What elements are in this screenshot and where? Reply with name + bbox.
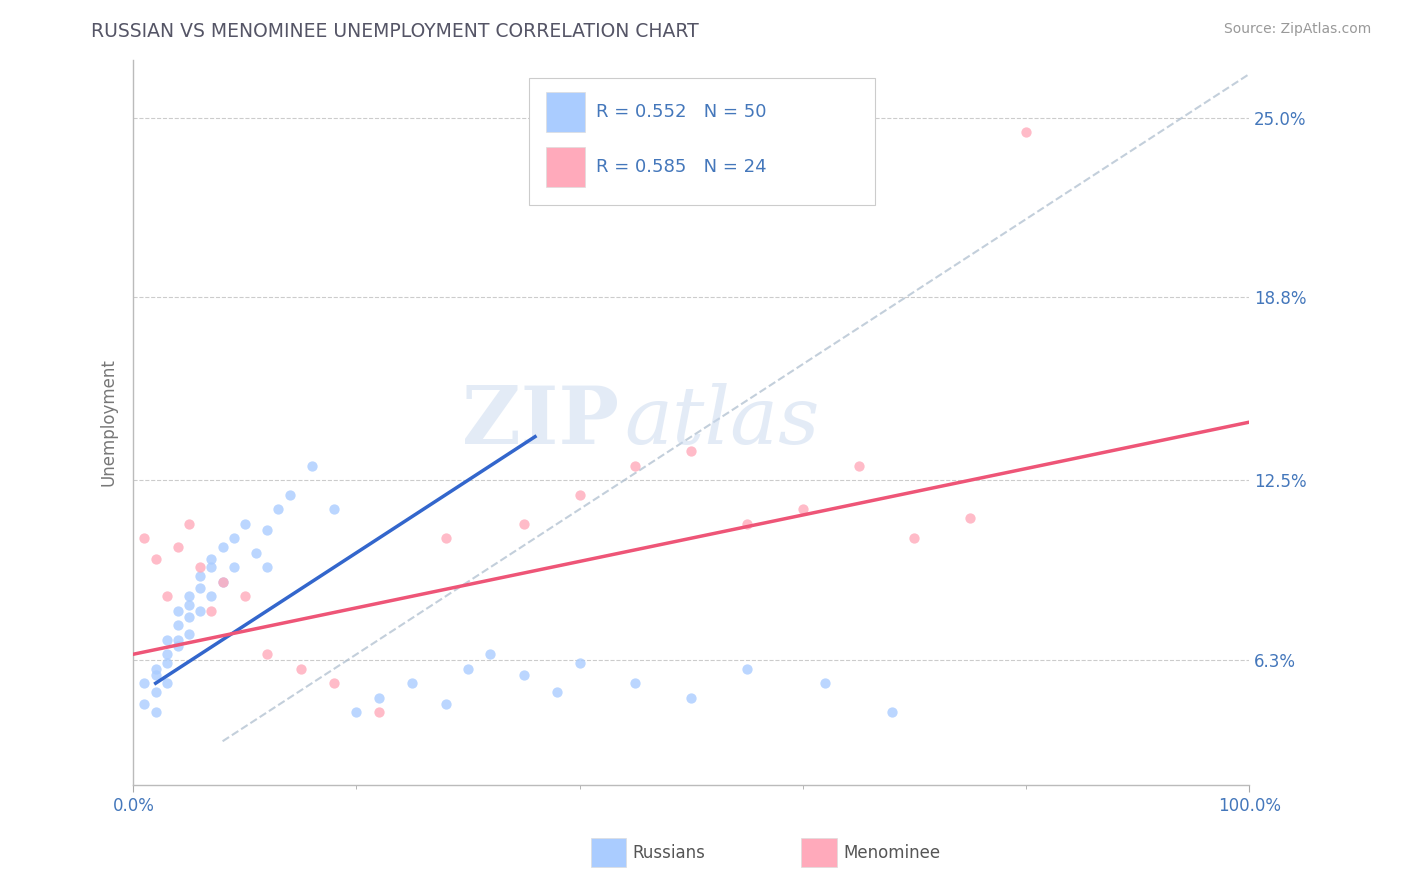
Point [188, 581, 211, 595]
Point [513, 516, 536, 531]
Point [256, 560, 278, 574]
Point [323, 502, 346, 516]
Point [145, 685, 167, 699]
Point [156, 589, 179, 603]
Point [256, 523, 278, 537]
Point [134, 697, 156, 711]
Point [301, 458, 323, 473]
Point [222, 560, 245, 574]
Point [546, 685, 568, 699]
Point [346, 705, 368, 719]
Point [681, 444, 703, 458]
Point [401, 676, 423, 690]
Point [179, 589, 201, 603]
Point [681, 690, 703, 705]
Point [188, 604, 211, 618]
Point [156, 656, 179, 670]
Text: atlas: atlas [624, 384, 820, 461]
Point [179, 609, 201, 624]
Point [188, 560, 211, 574]
Point [145, 551, 167, 566]
Point [156, 676, 179, 690]
Point [167, 604, 190, 618]
Point [290, 662, 312, 676]
Point [200, 589, 222, 603]
Point [479, 647, 502, 661]
Point [624, 458, 647, 473]
Point [167, 639, 190, 653]
Point [200, 604, 222, 618]
Point [179, 627, 201, 641]
Point [211, 574, 233, 589]
Point [145, 705, 167, 719]
Point [179, 598, 201, 612]
Point [245, 546, 267, 560]
Point [568, 488, 591, 502]
Point [233, 589, 256, 603]
Point [513, 667, 536, 681]
Point [880, 705, 903, 719]
Point [134, 531, 156, 545]
Point [145, 662, 167, 676]
Point [256, 647, 278, 661]
FancyBboxPatch shape [546, 146, 585, 186]
Point [167, 618, 190, 632]
Text: R = 0.552   N = 50: R = 0.552 N = 50 [596, 103, 766, 120]
Point [457, 662, 479, 676]
FancyBboxPatch shape [530, 78, 876, 204]
Point [134, 676, 156, 690]
Point [848, 458, 870, 473]
Point [200, 551, 222, 566]
Point [903, 531, 925, 545]
Point [211, 574, 233, 589]
Text: Russians: Russians [633, 844, 706, 862]
Point [367, 705, 389, 719]
Point [1015, 125, 1038, 139]
Point [145, 667, 167, 681]
Point [792, 502, 814, 516]
Point [434, 697, 457, 711]
Point [323, 676, 346, 690]
Point [200, 560, 222, 574]
Text: ZIP: ZIP [461, 384, 619, 461]
Point [267, 502, 290, 516]
Point [233, 516, 256, 531]
Point [959, 511, 981, 525]
Point [211, 540, 233, 554]
Y-axis label: Unemployment: Unemployment [100, 359, 117, 486]
Point [814, 676, 837, 690]
Point [735, 662, 758, 676]
Point [222, 531, 245, 545]
FancyBboxPatch shape [546, 92, 585, 132]
Point [278, 488, 301, 502]
Point [735, 516, 758, 531]
Text: RUSSIAN VS MENOMINEE UNEMPLOYMENT CORRELATION CHART: RUSSIAN VS MENOMINEE UNEMPLOYMENT CORREL… [91, 22, 699, 41]
Text: R = 0.585   N = 24: R = 0.585 N = 24 [596, 158, 768, 176]
Point [167, 632, 190, 647]
Point [624, 676, 647, 690]
Point [167, 540, 190, 554]
Text: Source: ZipAtlas.com: Source: ZipAtlas.com [1223, 22, 1371, 37]
Point [367, 690, 389, 705]
Point [434, 531, 457, 545]
Text: Menominee: Menominee [844, 844, 941, 862]
Point [568, 656, 591, 670]
Point [156, 647, 179, 661]
Point [188, 569, 211, 583]
Point [179, 516, 201, 531]
Point [156, 632, 179, 647]
